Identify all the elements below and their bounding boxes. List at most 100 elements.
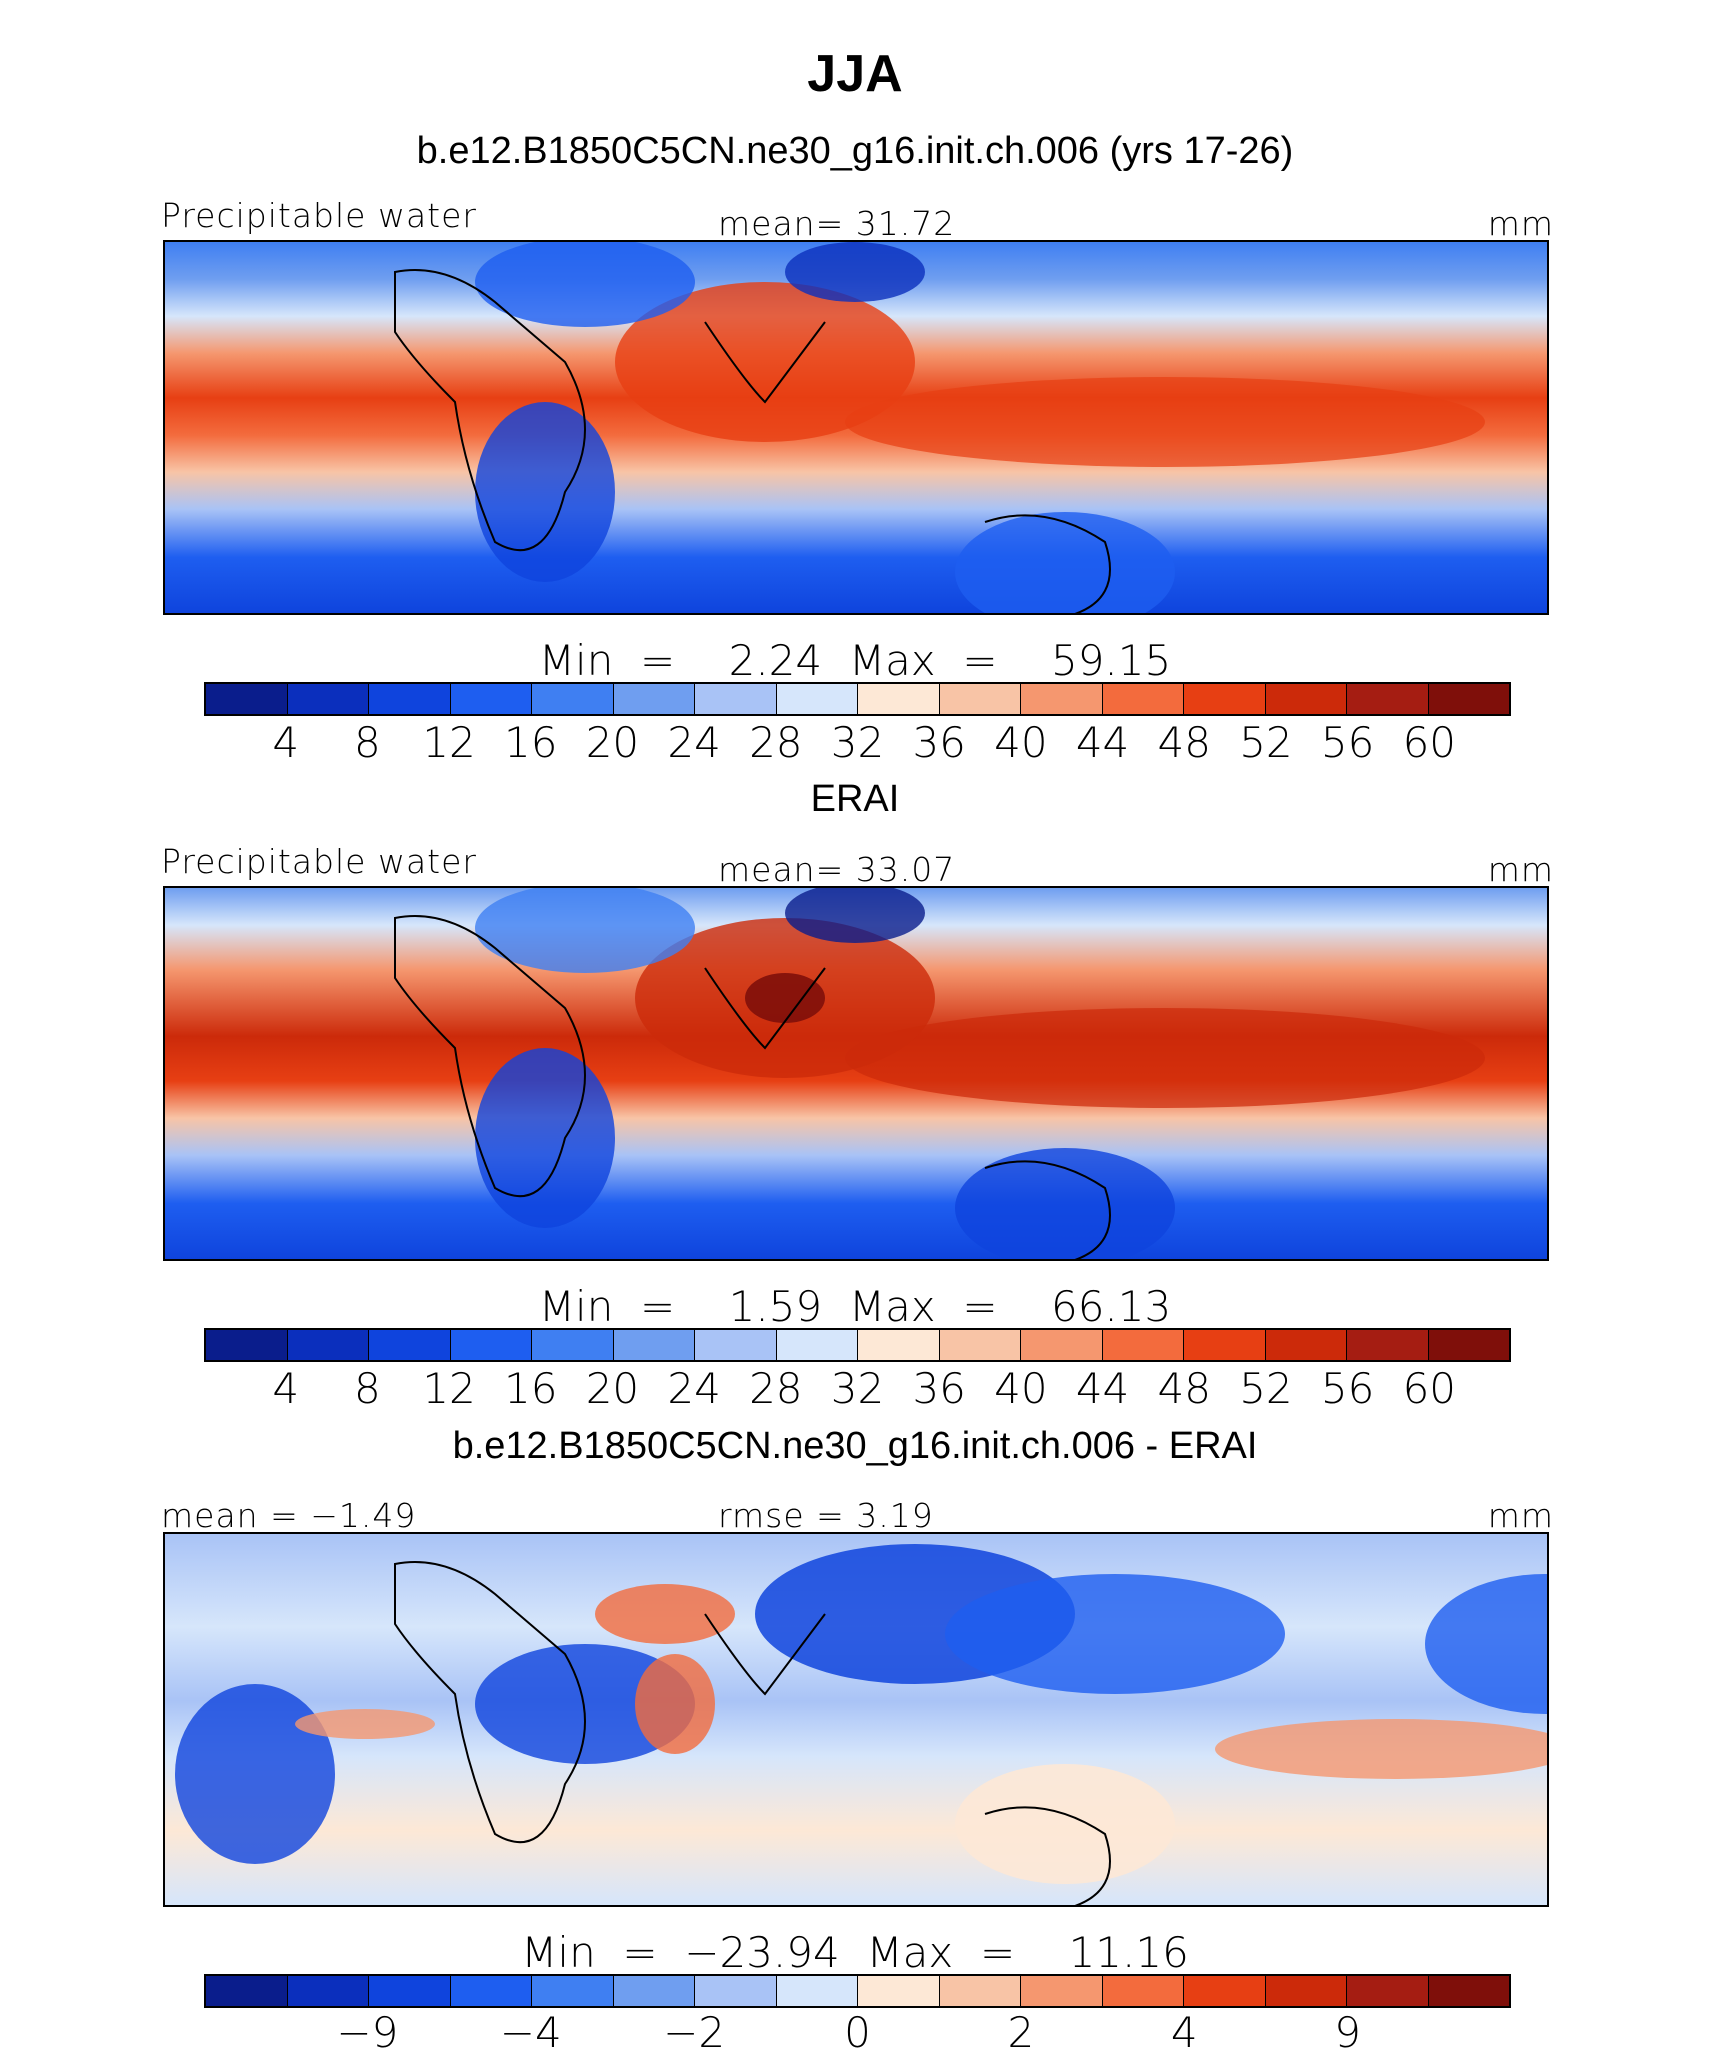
panel-2-map-svg: [394, 888, 1485, 1259]
panel-3-australia-surplus: [955, 1764, 1175, 1884]
panel-1-tick-label: 40: [994, 718, 1048, 767]
panel-2-colorbar-swatch: [613, 1330, 695, 1360]
panel-3-colorbar-swatch: [1265, 1976, 1347, 2006]
panel-2-india-max: [745, 973, 825, 1023]
panel-1-tick-label: 48: [1157, 718, 1211, 767]
panel-2-colorbar-swatch: [1021, 1330, 1103, 1360]
panel-2-warm-pool: [845, 1008, 1485, 1108]
panel-2-tick-label: 16: [504, 1364, 558, 1413]
panel-3-min-value: −23.94: [684, 1928, 840, 1977]
panel-3-atlantic-surplus: [295, 1709, 435, 1739]
panel-1-australia-blob: [955, 512, 1175, 613]
panel-1-colorbar-swatch: [776, 684, 858, 714]
panel-2-coastline-india: [704, 967, 826, 1050]
panel-3-colorbar-swatch: [369, 1976, 451, 2006]
panel-2-minmax: Min = 1.59 Max = 66.13: [538, 1282, 1172, 1331]
panel-2-colorbar-swatch: [206, 1330, 288, 1360]
panel-2-tick-label: 52: [1239, 1364, 1293, 1413]
panel-2-tick-label: 32: [830, 1364, 885, 1413]
panel-2-coastline-africa: [394, 915, 586, 1198]
panel-2-colorbar-swatch: [287, 1330, 369, 1360]
panel-3-arabian-sea-surplus: [635, 1654, 715, 1754]
panel-1-tick-label: 36: [912, 718, 966, 767]
panel-1-tick-label: 12: [422, 718, 476, 767]
panel-2-tick-label: 24: [667, 1364, 721, 1413]
panel-1-colorbar-swatch: [613, 684, 695, 714]
panel-1-max-label: Max: [848, 636, 936, 685]
panel-2-australia-blob: [955, 1148, 1175, 1259]
panel-2-south-africa-blob: [475, 1048, 615, 1228]
panel-3-tick-label: −2: [663, 2008, 726, 2057]
panel-1-colorbar-swatch: [450, 684, 532, 714]
panel-3-colorbar-swatch: [1428, 1976, 1509, 2006]
panel-1-title: b.e12.B1850C5CN.ne30_g16.init.ch.006 (yr…: [416, 130, 1294, 172]
panel-1-colorbar-ticks: 4 8 12 16 20 24 28 32 36 40 44 48 52 56 60: [204, 718, 1511, 767]
main-title: JJA: [807, 45, 903, 103]
panel-3-map-svg: [175, 1544, 1547, 1905]
panel-2-colorbar-swatch: [695, 1330, 777, 1360]
panel-1-colorbar-swatch: [1021, 684, 1103, 714]
panel-2-tick-label: 28: [749, 1364, 803, 1413]
panel-3-tick-label: 0: [844, 2008, 871, 2057]
panel-3-mean-label: mean = −1.49: [161, 1496, 417, 1535]
panel-1-tick-label: 28: [749, 718, 803, 767]
panel-2-colorbar-swatch: [1102, 1330, 1184, 1360]
panel-3-south-america-deficit: [175, 1684, 335, 1864]
panel-2-tick-label: 8: [354, 1364, 381, 1413]
panel-1-coastline-africa: [394, 269, 586, 552]
panel-2-variable-label: Precipitable water: [161, 842, 477, 881]
panel-2-map: [163, 886, 1549, 1261]
panel-1-colorbar-swatch: [206, 684, 288, 714]
panel-3-units-label: mm: [1487, 1496, 1554, 1535]
panel-3-map: [163, 1532, 1549, 1907]
panel-1-south-africa-blob: [475, 402, 615, 582]
panel-1-warm-pool: [845, 377, 1485, 467]
panel-3-coastline-africa: [394, 1561, 586, 1844]
panel-1-tick-label: 60: [1402, 718, 1457, 767]
panel-1-colorbar: [204, 682, 1511, 716]
panel-3-central-america-deficit: [1425, 1574, 1547, 1714]
panel-1-map: [163, 240, 1549, 615]
panel-1-tick-label: 4: [272, 718, 300, 767]
panel-2-mean-label: mean= 33.07: [718, 850, 956, 889]
panel-1-tibet-blob: [785, 242, 925, 302]
panel-1-tick-label: 44: [1075, 718, 1130, 767]
panel-1-sahara-blob: [475, 242, 695, 327]
panel-3-east-pacific-surplus: [1215, 1719, 1547, 1779]
panel-3-tick-label: 2: [1007, 2008, 1035, 2057]
panel-2-tick-label: 36: [912, 1364, 966, 1413]
panel-2-tick-label: 20: [585, 1364, 640, 1413]
panel-2-tick-label: 44: [1075, 1364, 1130, 1413]
panel-1-min-label: Min: [538, 636, 614, 685]
panel-1-max-value: 59.15: [1050, 636, 1172, 685]
panel-3-coastline-india: [704, 1613, 826, 1696]
panel-2-colorbar-ticks: 4 8 12 16 20 24 28 32 36 40 44 48 52 56 60: [204, 1364, 1511, 1413]
panel-3-arabia-surplus: [595, 1584, 735, 1644]
panel-2-colorbar-swatch: [858, 1330, 940, 1360]
panel-1-tick-label: 16: [504, 718, 558, 767]
panel-2-tick-label: 48: [1157, 1364, 1211, 1413]
panel-1-tick-label: 24: [667, 718, 721, 767]
panel-2-tick-label: 56: [1320, 1364, 1375, 1413]
panel-3-colorbar-swatch: [206, 1976, 288, 2006]
panel-1-colorbar-swatch: [858, 684, 940, 714]
panel-3-colorbar-swatch: [939, 1976, 1021, 2006]
panel-3-colorbar-swatch: [532, 1976, 614, 2006]
panel-1-coastline-india: [704, 321, 826, 404]
panel-1-min-value: 2.24: [728, 636, 823, 685]
panel-1-tick-label: 8: [354, 718, 381, 767]
panel-1-mean-label: mean= 31.72: [718, 204, 956, 243]
panel-1-colorbar-swatch: [287, 684, 369, 714]
panel-3-west-pacific-deficit: [945, 1574, 1285, 1694]
panel-3-colorbar-swatch: [1102, 1976, 1184, 2006]
panel-3-max-label: Max: [866, 1928, 954, 1977]
panel-1-colorbar-swatch: [1428, 684, 1509, 714]
panel-2-min-label: Min: [538, 1282, 614, 1331]
panel-1-colorbar-swatch: [1184, 684, 1266, 714]
panel-2-colorbar-swatch: [450, 1330, 532, 1360]
panel-2-tick-label: 60: [1402, 1364, 1457, 1413]
panel-1-tick-label: 20: [585, 718, 640, 767]
panel-2-colorbar: [204, 1328, 1511, 1362]
panel-2-colorbar-swatch: [1347, 1330, 1429, 1360]
panel-3-title: b.e12.B1850C5CN.ne30_g16.init.ch.006 - E…: [452, 1425, 1258, 1467]
